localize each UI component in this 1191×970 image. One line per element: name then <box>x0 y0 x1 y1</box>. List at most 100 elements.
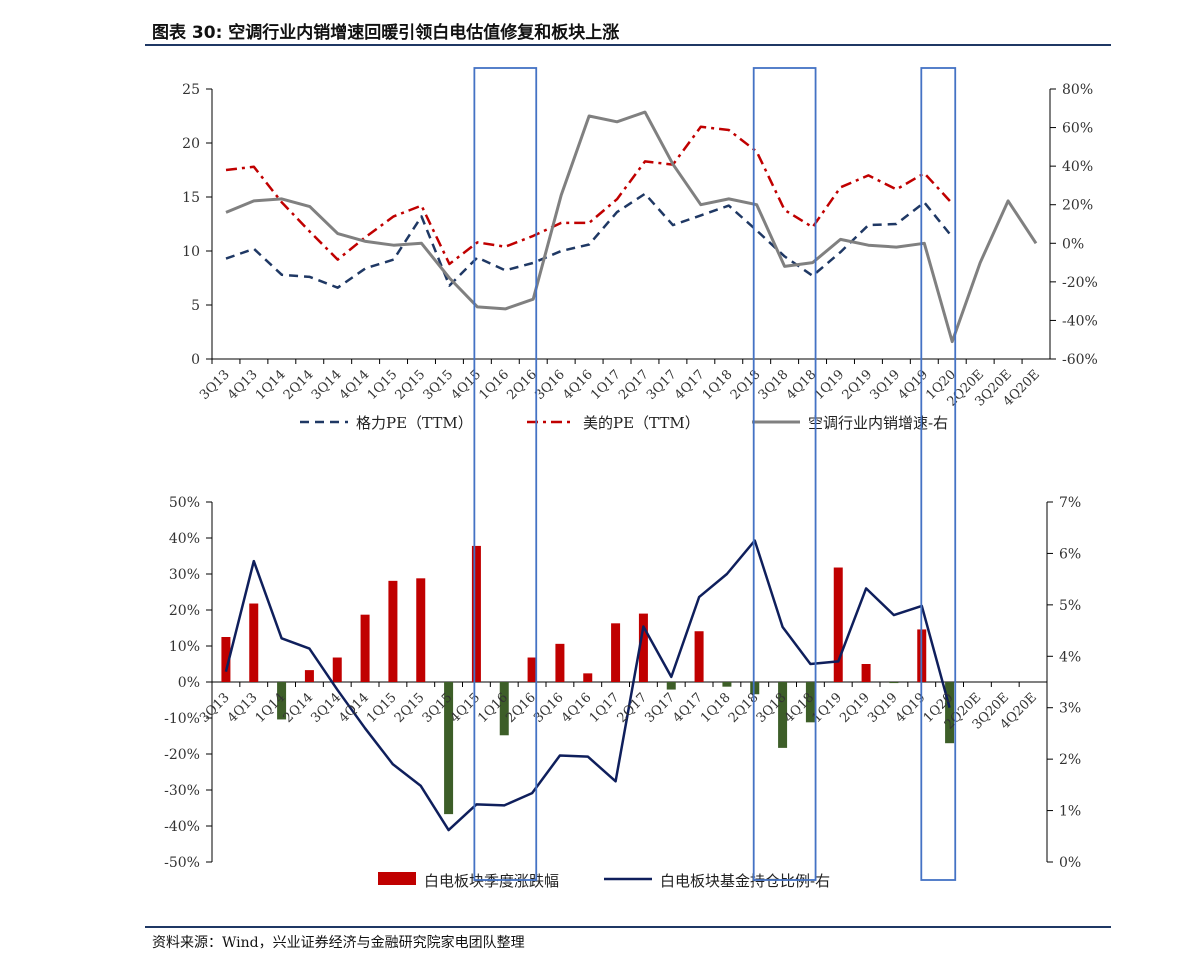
chart1-left-tick-label: 25 <box>182 82 200 98</box>
chart2-x-tick-label: 1Q17 <box>587 690 623 726</box>
chart2-bar <box>527 657 537 682</box>
chart2-bar <box>805 682 815 723</box>
chart2-right-tick-label: 4% <box>1059 649 1081 665</box>
chart1-left-tick-label: 10 <box>182 244 200 260</box>
chart2-legend-line-label: 白电板块基金持仓比例-右 <box>660 872 830 890</box>
chart2-x-tick-label: 3Q13 <box>197 690 233 726</box>
chart2-right-tick-label: 5% <box>1059 598 1081 614</box>
chart2-left-tick-label: 10% <box>169 639 200 655</box>
chart2-bar <box>945 682 955 744</box>
chart1-x-tick-label: 4Q19 <box>895 367 931 403</box>
highlight-box <box>920 67 957 881</box>
chart2-bar <box>332 657 342 682</box>
chart2-bar <box>360 614 370 682</box>
chart1-x-tick-label: 3Q16 <box>532 367 568 403</box>
chart1-left-tick-label: 5 <box>191 298 200 314</box>
chart2-x-tick-label: 3Q14 <box>308 690 344 726</box>
chart1-x-tick-label: 2Q18 <box>728 367 764 403</box>
chart2-left-tick-label: 50% <box>169 495 200 511</box>
chart1-x-tick-label: 2Q16 <box>504 367 540 403</box>
chart2-left-tick-label: -50% <box>164 855 200 871</box>
chart1-right-tick-label: 60% <box>1062 121 1093 137</box>
chart1-left-tick-label: 15 <box>182 190 200 206</box>
chart2-x-tick-label: 2Q18 <box>726 690 762 726</box>
chart2-bar <box>694 631 704 682</box>
chart2-left-tick-label: -10% <box>164 711 200 727</box>
chart1-x-tick-label: 4Q15 <box>448 367 484 403</box>
chart2-bar <box>555 643 565 682</box>
chart2-right-tick-label: 0% <box>1059 855 1081 871</box>
chart1-right-tick-label: -60% <box>1062 352 1098 368</box>
figure-title: 图表 30: 空调行业内销增速回暖引领白电估值修复和板块上涨 <box>152 23 620 43</box>
title-rule <box>145 44 1111 46</box>
chart2-bar <box>778 682 788 748</box>
chart1-right-tick-label: 20% <box>1062 198 1093 214</box>
chart2-bar <box>666 682 676 690</box>
chart1-x-tick-label: 3Q17 <box>644 367 680 403</box>
chart1-x-tick-label: 3Q14 <box>309 367 345 403</box>
chart1-x-tick-label: 1Q14 <box>253 367 289 403</box>
chart1-left-tick-label: 0 <box>191 352 200 368</box>
source-rule <box>145 926 1111 928</box>
chart2-bar <box>304 670 314 682</box>
chart1-legend-label: 格力PE（TTM） <box>356 414 473 432</box>
chart1-x-tick-label: 1Q19 <box>812 367 848 403</box>
chart2-bar <box>833 567 843 682</box>
chart1-right-tick-label: 80% <box>1062 82 1093 98</box>
chart1-x-tick-label: 3Q19 <box>867 367 903 403</box>
chart2-left-tick-label: -20% <box>164 747 200 763</box>
chart2-left-tick-label: 20% <box>169 603 200 619</box>
chart2-x-tick-label: 4Q16 <box>559 690 595 726</box>
chart1-x-tick-label: 1Q15 <box>365 367 401 403</box>
chart2-right-tick-label: 7% <box>1059 495 1081 511</box>
source-note: 资料来源：Wind，兴业证券经济与金融研究院家电团队整理 <box>152 935 525 951</box>
chart1-right-tick-label: -40% <box>1062 313 1098 329</box>
chart2-bar <box>861 664 871 682</box>
chart2-x-tick-label: 3Q17 <box>642 690 678 726</box>
chart1-legend-label: 美的PE（TTM） <box>583 414 700 432</box>
chart1-right-tick-label: 40% <box>1062 159 1093 175</box>
chart1-x-tick-label: 3Q18 <box>756 367 792 403</box>
chart2-bar <box>221 637 231 682</box>
chart2-bar <box>611 623 621 682</box>
chart2-right-tick-label: 6% <box>1059 546 1081 562</box>
chart1-x-tick-label: 4Q16 <box>560 367 596 403</box>
chart2-bar <box>444 682 454 815</box>
chart1-x-tick-label: 2Q17 <box>616 367 652 403</box>
chart1-series-1-line <box>225 192 954 289</box>
chart2-bar <box>249 603 259 682</box>
chart1-x-tick-label: 3Q13 <box>197 367 233 403</box>
chart2-left-tick-label: 0% <box>178 675 200 691</box>
chart2-x-tick-label: 1Q18 <box>698 690 734 726</box>
chart2-x-tick-label: 3Q19 <box>865 690 901 726</box>
chart2-right-tick-label: 3% <box>1059 701 1081 717</box>
chart2-legend-bar-label: 白电板块季度涨跌幅 <box>424 872 559 890</box>
chart2-right-tick-label: 1% <box>1059 804 1081 820</box>
chart2-x-tick-label: 2Q19 <box>837 690 873 726</box>
chart2-x-tick-label: 4Q17 <box>670 690 706 726</box>
chart2-left-tick-label: -40% <box>164 819 200 835</box>
chart2-x-tick-label: 4Q13 <box>225 690 261 726</box>
chart2-bar <box>499 682 509 736</box>
chart1-legend-label: 空调行业内销增速-右 <box>808 414 948 432</box>
chart2-x-tick-label: 2Q17 <box>615 690 651 726</box>
chart1-x-tick-label: 2Q15 <box>393 367 429 403</box>
chart2-left-tick-label: 40% <box>169 531 200 547</box>
chart2-bar <box>638 613 648 682</box>
chart1-x-tick-label: 4Q14 <box>337 367 373 403</box>
chart2-bar <box>750 682 760 695</box>
chart2-holding-line <box>224 539 951 832</box>
chart2-x-tick-label: 1Q15 <box>364 690 400 726</box>
chart1-x-tick-label: 1Q18 <box>700 367 736 403</box>
chart2-x-tick-label: 4Q19 <box>893 690 929 726</box>
chart1-left-tick-label: 20 <box>182 136 200 152</box>
chart1-right-tick-label: -20% <box>1062 275 1098 291</box>
chart2-bar <box>277 682 287 720</box>
chart2-bar <box>889 682 899 684</box>
chart1-x-tick-label: 1Q16 <box>476 367 512 403</box>
chart1-x-tick-label: 2Q19 <box>840 367 876 403</box>
chart1-x-tick-label: 1Q17 <box>588 367 624 403</box>
chart2-bar <box>722 682 732 687</box>
chart2-bar <box>583 673 593 682</box>
